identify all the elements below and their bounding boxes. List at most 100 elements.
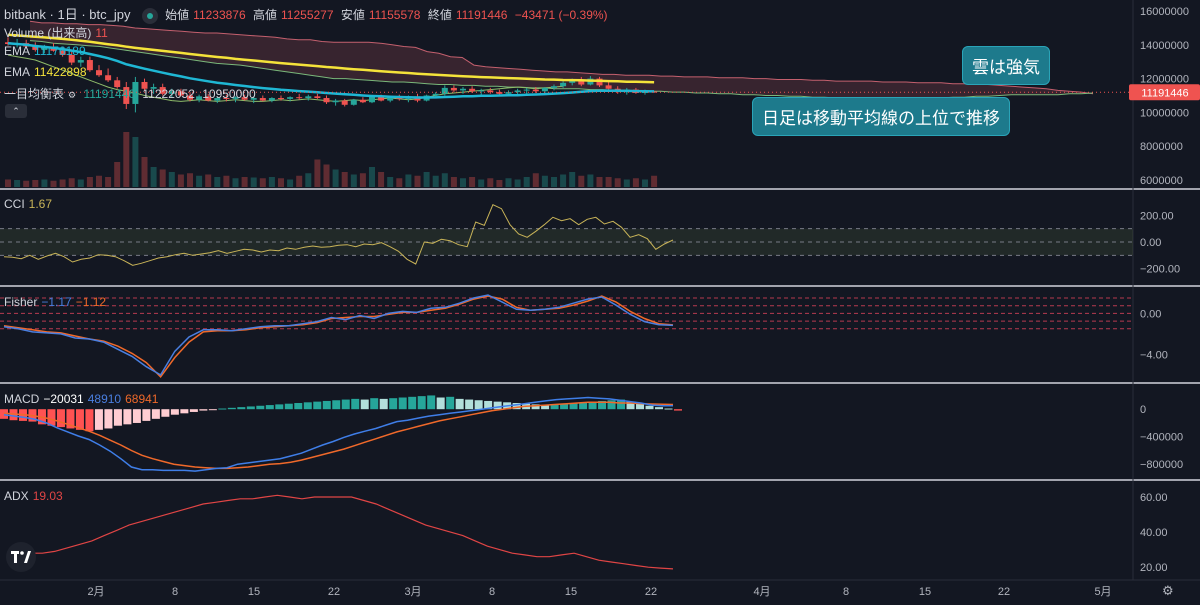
close-value: 11191446 bbox=[455, 8, 508, 22]
volume-legend[interactable]: Volume (出来高) 11 bbox=[4, 24, 112, 41]
open-label: 始値 bbox=[165, 8, 190, 22]
candle-body bbox=[68, 54, 75, 63]
collapse-chevron-icon[interactable]: ⌃ bbox=[5, 104, 27, 118]
ichimoku-legend[interactable]: 一目均衡表 ⚙ 11191446 11222052 10950000 bbox=[4, 85, 260, 102]
symbol-title[interactable]: bitbank · 1日 · btc_jpy bbox=[4, 7, 131, 22]
volume-bar bbox=[96, 175, 102, 187]
time-axis-tick: 3月 bbox=[404, 586, 421, 598]
macd-histogram-bar bbox=[360, 399, 369, 410]
candle-body bbox=[196, 96, 203, 100]
macd-histogram-bar bbox=[636, 403, 645, 410]
settings-gear-icon[interactable]: ⚙ bbox=[68, 90, 77, 100]
tradingview-logo-icon[interactable] bbox=[6, 542, 36, 572]
adx-legend[interactable]: ADX 19.03 bbox=[4, 489, 67, 503]
candle-body bbox=[505, 92, 512, 94]
close-label: 終値 bbox=[427, 8, 452, 22]
cci-line bbox=[3, 204, 674, 266]
ema-fast-legend[interactable]: EMA 11176189 bbox=[4, 44, 90, 58]
candle-body bbox=[332, 100, 339, 103]
volume-bar bbox=[569, 172, 576, 187]
macd-histogram-bar bbox=[512, 403, 521, 410]
macd-histogram-bar bbox=[94, 409, 103, 430]
cci-legend[interactable]: CCI 1.67 bbox=[4, 197, 56, 211]
macd-histogram-bar bbox=[446, 396, 455, 410]
volume-bar bbox=[50, 180, 57, 187]
macd-histogram-bar bbox=[484, 400, 493, 410]
adx-label: ADX bbox=[4, 489, 29, 503]
macd-histogram-bar bbox=[465, 399, 474, 410]
candle-body bbox=[232, 97, 239, 99]
macd-histogram-bar bbox=[218, 408, 227, 410]
volume-bar bbox=[41, 179, 48, 187]
volume-bar bbox=[441, 173, 448, 187]
candle-body bbox=[441, 87, 448, 94]
time-axis-tick: 22 bbox=[998, 586, 1010, 598]
candle-body bbox=[177, 91, 184, 96]
candle-body bbox=[5, 42, 11, 44]
macd-histogram-bar bbox=[170, 409, 179, 415]
candle-body bbox=[77, 60, 84, 63]
candle-body bbox=[187, 95, 193, 100]
fisher-legend[interactable]: Fisher −1.17 −1.12 bbox=[4, 295, 110, 309]
ema-fast-line bbox=[7, 41, 655, 99]
candle-body bbox=[314, 96, 321, 99]
ema-slow-legend[interactable]: EMA 11422898 bbox=[4, 65, 91, 79]
candle-body bbox=[250, 98, 257, 100]
volume-bar bbox=[287, 179, 294, 187]
macd-histogram-bar bbox=[655, 407, 664, 410]
settings-gear-icon-bottom[interactable]: ⚙ bbox=[1162, 583, 1174, 598]
time-axis-tick: 22 bbox=[645, 586, 657, 598]
price-axis-tick: 14000000 bbox=[1140, 40, 1189, 52]
volume-bar bbox=[350, 174, 357, 187]
candle-body bbox=[114, 80, 121, 88]
volume-bar bbox=[405, 174, 412, 187]
macd-legend[interactable]: MACD −20031 48910 68941 bbox=[4, 392, 162, 406]
macd-histogram-bar bbox=[199, 409, 208, 411]
macd-value: 48910 bbox=[87, 392, 122, 406]
volume-bar bbox=[523, 177, 530, 187]
time-axis-tick: 8 bbox=[843, 586, 849, 598]
cci-label: CCI bbox=[4, 197, 25, 211]
adx-line bbox=[30, 494, 674, 570]
volume-bar bbox=[623, 179, 630, 187]
last-price-tag bbox=[1129, 84, 1200, 101]
macd-histogram-bar bbox=[9, 409, 18, 421]
eye-icon[interactable] bbox=[141, 7, 158, 24]
candle-body bbox=[123, 87, 130, 104]
time-axis-tick: 8 bbox=[489, 586, 495, 598]
macd-histogram-bar bbox=[560, 403, 569, 410]
candle-body bbox=[432, 93, 439, 96]
volume-bar bbox=[159, 169, 166, 187]
candle-body bbox=[359, 99, 366, 103]
macd-histogram-bar bbox=[246, 406, 255, 410]
fisher-value: −1.17 bbox=[41, 295, 72, 309]
volume-bar bbox=[614, 178, 621, 187]
macd-signal-line bbox=[3, 401, 674, 470]
macd-histogram-bar bbox=[607, 400, 616, 410]
macd-histogram-bar bbox=[626, 401, 635, 410]
macd-line bbox=[3, 396, 673, 472]
volume-bar bbox=[551, 177, 557, 187]
macd-histogram-bar bbox=[645, 405, 654, 410]
ema-slow-label: EMA bbox=[4, 65, 31, 79]
volume-bar bbox=[578, 175, 585, 187]
volume-bar bbox=[32, 180, 39, 187]
cci-axis-tick: −200.00 bbox=[1140, 264, 1180, 276]
volume-bar bbox=[278, 178, 284, 187]
volume-bar bbox=[77, 179, 84, 187]
macd-histogram-bar bbox=[85, 409, 94, 432]
macd-histogram-bar bbox=[284, 403, 293, 410]
volume-bar bbox=[423, 172, 430, 187]
candle-body bbox=[205, 96, 212, 101]
time-axis-tick: 4月 bbox=[753, 586, 770, 598]
macd-histogram-bar bbox=[674, 409, 682, 411]
candle-body bbox=[460, 88, 466, 91]
ema-slow-line bbox=[7, 33, 655, 84]
volume-bar bbox=[359, 173, 366, 187]
macd-histogram-bar bbox=[417, 396, 426, 410]
volume-bar bbox=[369, 167, 375, 187]
volume-bar bbox=[14, 180, 21, 187]
time-axis-tick: 15 bbox=[919, 586, 931, 598]
